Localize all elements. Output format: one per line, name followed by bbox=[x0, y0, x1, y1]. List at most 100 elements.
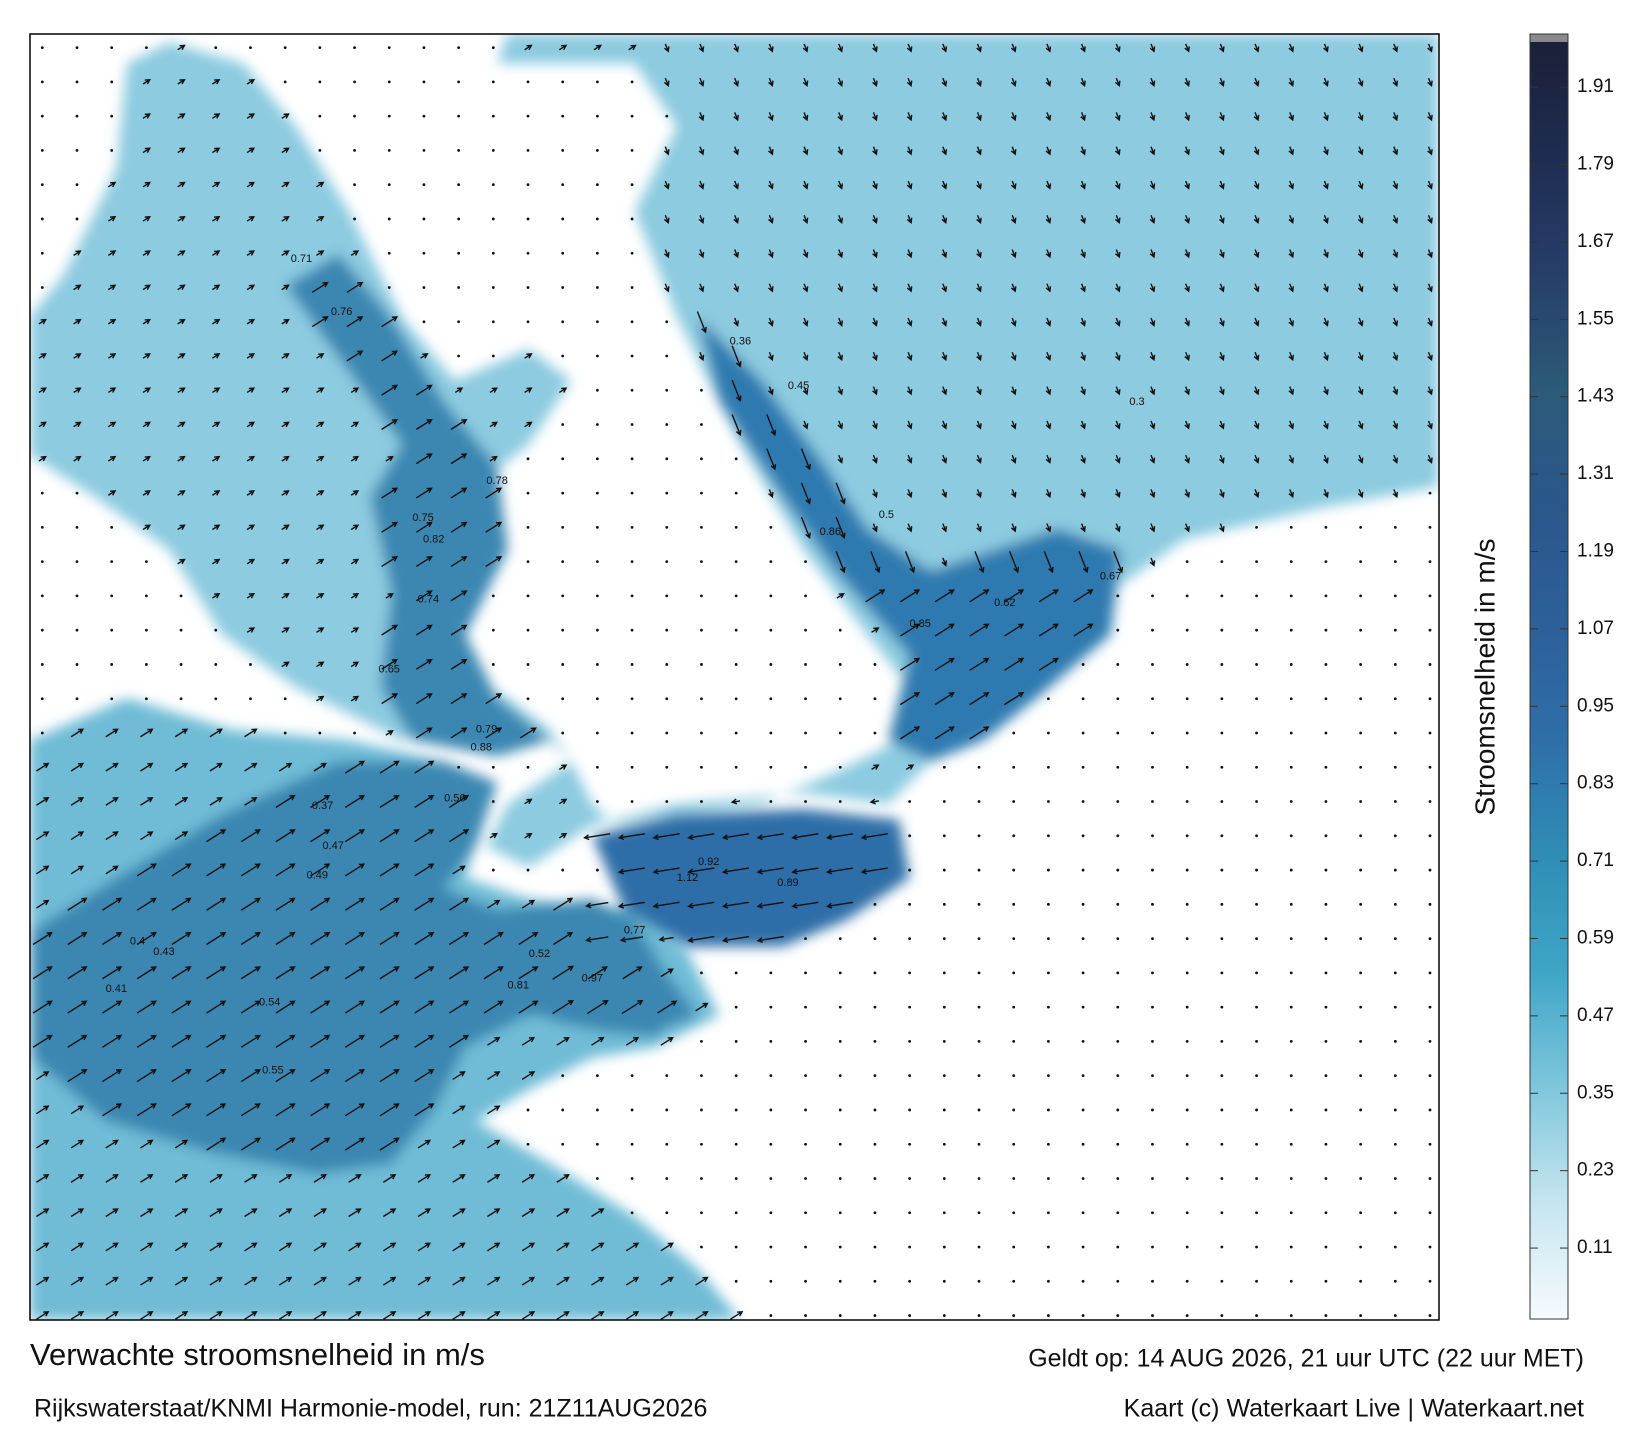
speed-label: 0.74 bbox=[418, 594, 439, 606]
speed-label: 0.85 bbox=[909, 618, 930, 630]
current-arrow bbox=[316, 216, 325, 222]
grid-dot bbox=[1151, 902, 1154, 906]
grid-dot bbox=[40, 251, 44, 255]
grid-dot bbox=[1012, 971, 1016, 975]
grid-dot bbox=[838, 628, 842, 632]
grid-dot bbox=[1151, 800, 1154, 803]
current-arrow bbox=[768, 180, 774, 190]
current-arrow bbox=[941, 420, 948, 430]
current-arrow bbox=[1004, 589, 1025, 603]
grid-dot bbox=[804, 765, 807, 769]
grid-dot bbox=[1081, 902, 1085, 906]
sea-estuary bbox=[698, 317, 1122, 762]
current-arrow bbox=[1149, 180, 1156, 190]
grid-dot bbox=[1359, 1245, 1363, 1249]
grid-dot bbox=[1012, 1074, 1016, 1078]
grid-dot bbox=[526, 663, 530, 666]
grid-dot bbox=[561, 663, 565, 666]
grid-dot bbox=[595, 525, 599, 529]
current-arrow bbox=[521, 1208, 536, 1218]
current-arrow bbox=[450, 521, 468, 533]
grid-dot bbox=[1255, 937, 1258, 941]
current-arrow bbox=[379, 897, 400, 911]
current-arrow bbox=[1219, 523, 1225, 533]
grid-dot bbox=[977, 1005, 981, 1009]
current-arrow bbox=[872, 180, 878, 190]
current-arrow bbox=[452, 865, 466, 875]
grid-dot bbox=[1046, 937, 1050, 941]
current-arrow bbox=[209, 728, 223, 738]
grid-dot bbox=[1393, 697, 1397, 701]
current-arrow bbox=[448, 794, 470, 809]
grid-dot bbox=[1393, 731, 1397, 735]
grid-dot bbox=[40, 491, 44, 495]
current-arrow bbox=[802, 386, 809, 396]
speed-label: 0.54 bbox=[259, 997, 280, 1009]
current-arrow bbox=[246, 627, 256, 633]
grid-dot bbox=[595, 628, 599, 632]
current-arrow bbox=[1080, 489, 1086, 499]
grid-dot bbox=[1185, 697, 1189, 701]
grid-dot bbox=[665, 320, 669, 324]
grid-dot bbox=[214, 663, 218, 666]
current-arrow bbox=[1323, 489, 1329, 499]
current-arrow bbox=[1010, 180, 1017, 190]
current-arrow bbox=[275, 1000, 296, 1014]
grid-dot bbox=[1046, 1245, 1050, 1249]
grid-dot bbox=[214, 697, 218, 701]
current-arrow bbox=[1010, 420, 1017, 430]
current-arrow bbox=[934, 657, 955, 671]
current-arrow bbox=[450, 693, 468, 705]
current-arrow bbox=[768, 214, 774, 225]
current-arrow bbox=[379, 1069, 400, 1083]
grid-dot bbox=[1393, 868, 1397, 872]
current-arrow bbox=[1184, 420, 1190, 430]
speed-label: 0.37 bbox=[312, 800, 333, 812]
grid-dot bbox=[630, 354, 634, 358]
current-arrow bbox=[275, 1137, 296, 1151]
current-arrow bbox=[73, 421, 82, 428]
current-arrow bbox=[417, 1276, 432, 1286]
grid-dot bbox=[1359, 800, 1363, 803]
current-arrow bbox=[281, 353, 290, 359]
grid-dot bbox=[873, 1040, 877, 1043]
current-arrow bbox=[310, 1069, 331, 1083]
grid-dot bbox=[1081, 1177, 1085, 1180]
speed-labels: 1.120.970.920.890.880.860.850.820.810.79… bbox=[106, 253, 1145, 1076]
current-arrow bbox=[244, 796, 258, 806]
current-arrow bbox=[1253, 489, 1260, 499]
current-arrow bbox=[802, 420, 809, 430]
grid-dot bbox=[1359, 1005, 1363, 1009]
current-arrow bbox=[553, 931, 574, 946]
grid-dot bbox=[1081, 1074, 1085, 1078]
grid-dot bbox=[1220, 1108, 1224, 1112]
current-arrow bbox=[281, 627, 290, 633]
current-arrow bbox=[142, 318, 151, 325]
current-arrow bbox=[310, 829, 331, 843]
grid-dot bbox=[1012, 731, 1016, 735]
current-arrow bbox=[1184, 489, 1190, 499]
current-arrow bbox=[212, 318, 221, 325]
current-arrow bbox=[906, 77, 913, 87]
current-arrow bbox=[1038, 657, 1059, 671]
sea bbox=[30, 34, 1439, 1320]
grid-dot bbox=[734, 491, 738, 495]
current-arrow bbox=[174, 1242, 189, 1252]
current-arrow bbox=[802, 77, 809, 87]
current-arrow bbox=[244, 762, 258, 772]
grid-dot bbox=[1428, 491, 1432, 495]
current-arrow bbox=[872, 386, 878, 396]
current-arrow bbox=[281, 147, 290, 154]
grid-dot bbox=[1428, 731, 1432, 735]
grid-dot bbox=[873, 1074, 877, 1078]
current-arrow bbox=[520, 727, 537, 739]
grid-dot bbox=[1428, 1279, 1432, 1283]
grid-dot bbox=[110, 594, 114, 598]
current-arrow bbox=[452, 1139, 466, 1149]
grid-dot bbox=[1289, 1074, 1293, 1078]
grid-dot bbox=[1185, 1177, 1189, 1180]
grid-dot bbox=[526, 217, 530, 221]
current-arrow bbox=[350, 524, 360, 531]
current-arrow bbox=[1080, 523, 1086, 533]
grid-dot bbox=[1220, 937, 1224, 941]
